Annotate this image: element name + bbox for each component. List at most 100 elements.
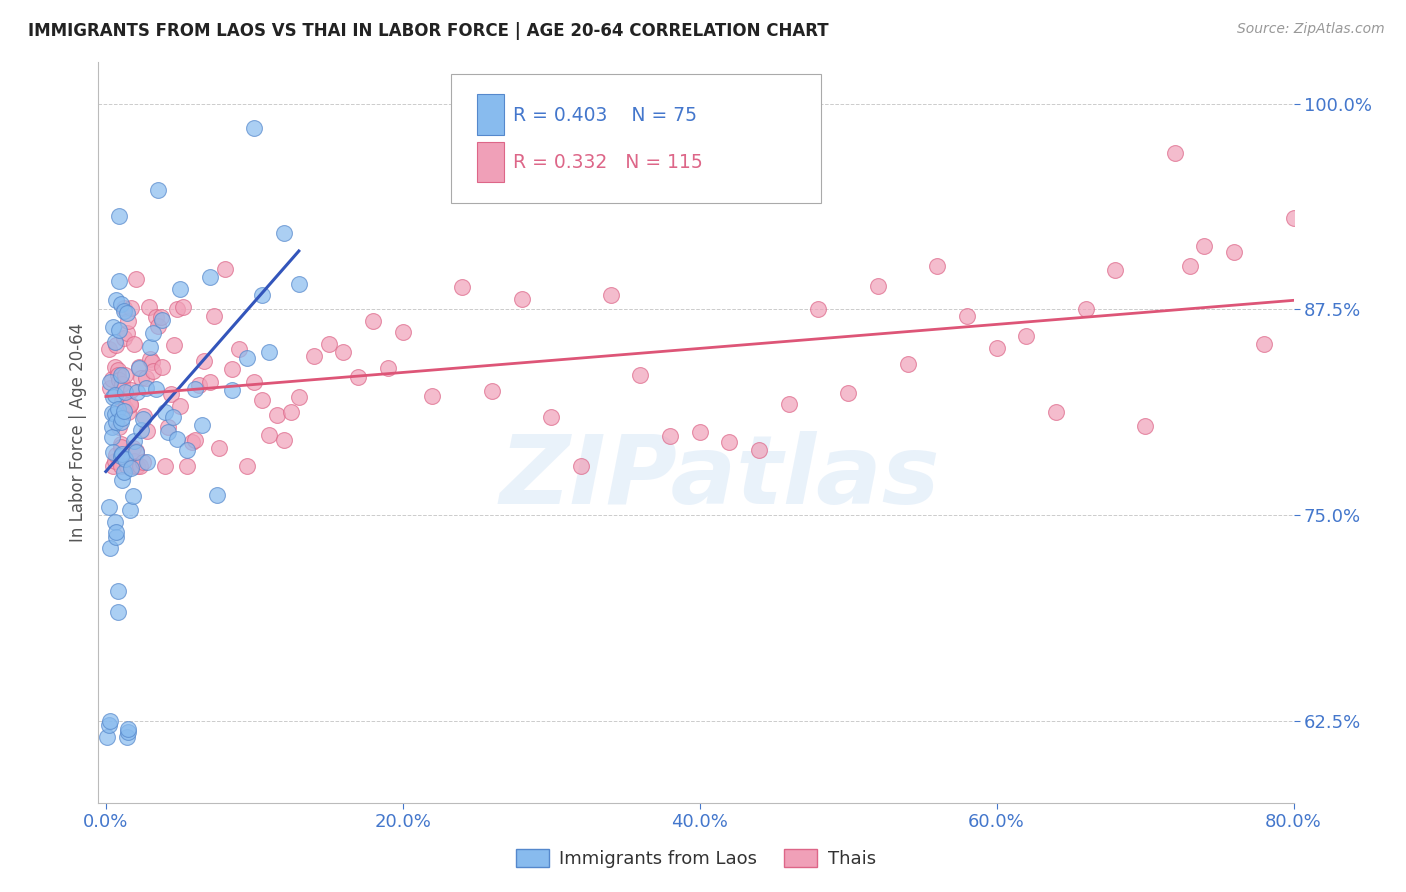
Point [166,301,188,316]
Point [121,442,143,456]
Point [112,465,135,479]
Point [112,301,135,315]
Point [104,334,127,349]
Point [250,288,273,302]
Point [104,359,127,374]
Text: ZIPatlas: ZIPatlas [499,431,941,524]
Point [956,309,979,323]
Point [111,473,134,487]
Point [169,282,191,296]
Point [110,297,132,311]
Point [108,274,131,288]
Point [118,398,141,412]
Point [121,458,143,473]
Point [111,393,134,408]
Point [97,500,120,514]
Point [111,377,134,392]
Point [896,357,918,371]
Point [188,378,211,392]
Point [103,458,125,473]
Point [104,454,127,468]
Point [122,434,145,449]
Point [131,424,153,438]
Y-axis label: In Labor Force | Age 20-64: In Labor Force | Age 20-64 [69,323,87,542]
Point [103,320,125,334]
Point [986,341,1008,355]
Point [778,397,800,411]
Point [114,368,136,382]
Point [318,337,340,351]
Point [110,368,132,383]
Point [117,722,139,736]
Point [101,406,124,420]
Point [236,351,259,365]
Point [98,541,121,555]
Point [108,373,131,387]
Point [105,293,128,307]
Point [208,441,231,455]
Point [155,458,177,473]
Point [205,488,228,502]
Point [110,437,132,451]
Point [107,605,129,619]
Point [257,344,280,359]
Point [136,424,159,438]
Point [117,725,139,739]
Point [97,718,120,732]
Point [128,361,150,376]
Point [118,397,141,411]
Point [422,389,444,403]
Point [101,420,124,434]
Point [176,458,198,473]
Point [748,442,770,457]
Point [115,458,138,473]
Point [837,385,859,400]
Text: IMMIGRANTS FROM LAOS VS THAI IN LABOR FORCE | AGE 20-64 CORRELATION CHART: IMMIGRANTS FROM LAOS VS THAI IN LABOR FO… [28,22,828,40]
Point [145,310,167,325]
Point [132,411,155,425]
Point [107,583,129,598]
Point [105,448,128,462]
Point [718,434,741,449]
Point [149,310,172,325]
Point [112,303,135,318]
Point [481,384,503,398]
Point [108,420,131,434]
Point [101,429,124,443]
Bar [477,142,503,182]
Point [110,458,132,473]
Point [1223,245,1246,260]
Point [250,392,273,407]
Point [138,300,160,314]
Point [125,458,148,473]
Point [108,209,131,223]
Point [160,387,183,401]
Point [361,313,384,327]
Point [124,271,146,285]
Point [114,384,136,399]
Point [121,489,143,503]
Point [105,415,128,429]
Text: R = 0.403    N = 75: R = 0.403 N = 75 [513,106,697,125]
Point [141,355,163,369]
Point [280,405,302,419]
Point [115,730,138,744]
Point [115,326,138,341]
Point [243,121,266,136]
Point [117,314,139,328]
Point [145,382,167,396]
Point [105,524,128,539]
Point [103,444,125,458]
Point [288,391,311,405]
Point [104,407,127,421]
Point [181,434,204,449]
Text: Source: ZipAtlas.com: Source: ZipAtlas.com [1237,22,1385,37]
Point [1104,263,1126,277]
Point [198,270,221,285]
Point [1045,404,1067,418]
Point [1015,329,1038,343]
Point [108,323,131,337]
Point [257,428,280,442]
Point [112,331,135,345]
Point [569,458,592,473]
